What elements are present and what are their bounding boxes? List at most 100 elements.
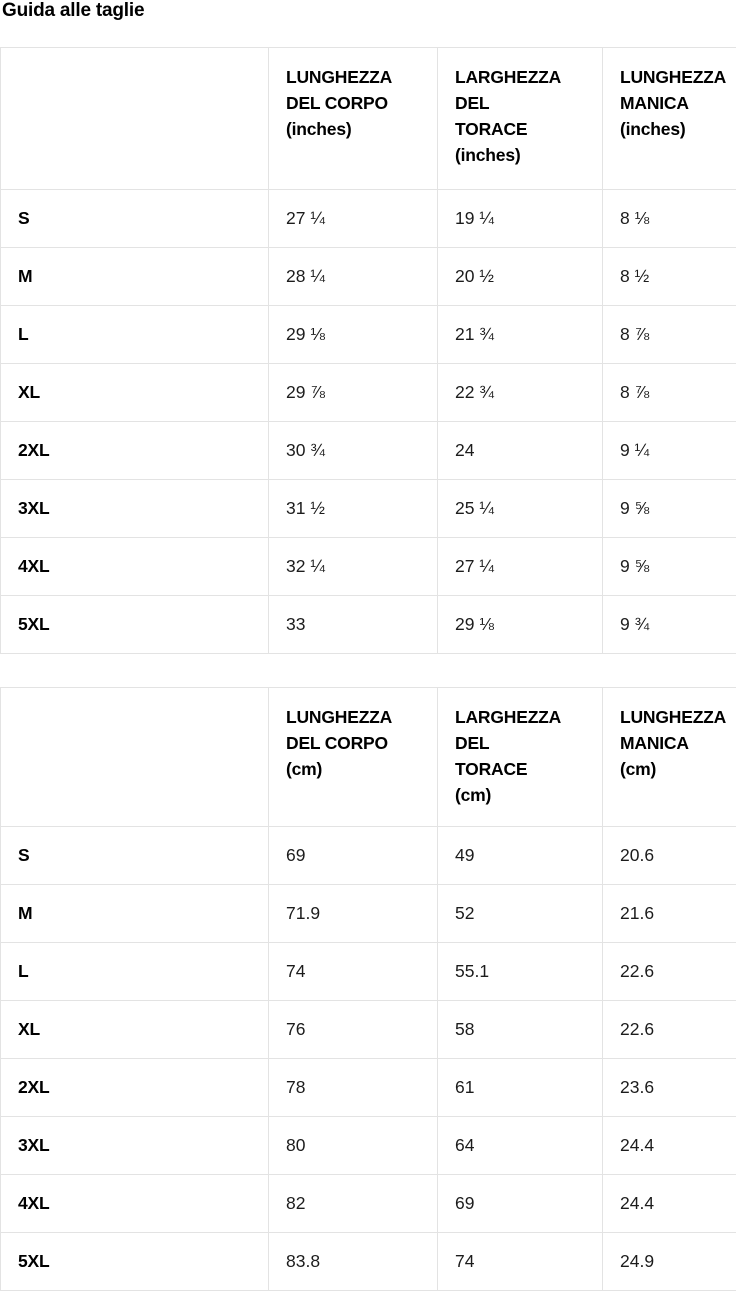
size-table-inches: LUNGHEZZA DEL CORPO (inches) LARGHEZZA DE…	[0, 47, 736, 654]
size-value: 8 ⅞	[602, 305, 736, 364]
table-header: LUNGHEZZA DEL CORPO (cm) LARGHEZZA DEL TO…	[0, 687, 736, 827]
size-value: 52	[437, 884, 603, 943]
size-value: 9 ⅝	[602, 479, 736, 538]
size-table-cm: LUNGHEZZA DEL CORPO (cm) LARGHEZZA DEL TO…	[0, 687, 736, 1291]
table-row: M 71.9 52 21.6	[0, 884, 736, 943]
size-value: 27 ¼	[437, 537, 603, 596]
header-row: LUNGHEZZA DEL CORPO (inches) LARGHEZZA DE…	[0, 47, 736, 190]
column-header: LUNGHEZZA MANICA (cm)	[602, 687, 736, 827]
size-value: 9 ¼	[602, 421, 736, 480]
table-body: S 69 49 20.6 M 71.9 52 21.6 L 74 55.1 22.6 XL 76 58 22.…	[0, 826, 736, 1291]
size-value: 9 ⅝	[602, 537, 736, 596]
size-value: 22.6	[602, 1000, 736, 1059]
size-value: 21 ¾	[437, 305, 603, 364]
table-row: XL 76 58 22.6	[0, 1000, 736, 1059]
table-row: 2XL 30 ¾ 24 9 ¼	[0, 421, 736, 480]
column-header: LARGHEZZA DEL TORACE (inches)	[437, 47, 603, 190]
empty-header-cell	[0, 47, 269, 190]
size-value: 24.9	[602, 1232, 736, 1291]
size-value: 22 ¾	[437, 363, 603, 422]
size-value: 28 ¼	[268, 247, 438, 306]
header-row: LUNGHEZZA DEL CORPO (cm) LARGHEZZA DEL TO…	[0, 687, 736, 827]
table-header: LUNGHEZZA DEL CORPO (inches) LARGHEZZA DE…	[0, 47, 736, 190]
column-header: LUNGHEZZA DEL CORPO (cm)	[268, 687, 438, 827]
size-table-cm-clip: LUNGHEZZA DEL CORPO (cm) LARGHEZZA DEL TO…	[0, 687, 736, 1291]
table-row: 2XL 78 61 23.6	[0, 1058, 736, 1117]
size-label: 3XL	[0, 1116, 269, 1175]
size-value: 74	[437, 1232, 603, 1291]
size-label: 4XL	[0, 537, 269, 596]
size-value: 33	[268, 595, 438, 654]
size-label: S	[0, 189, 269, 248]
size-label: XL	[0, 1000, 269, 1059]
table-row: 4XL 82 69 24.4	[0, 1174, 736, 1233]
size-label: S	[0, 826, 269, 885]
size-label: L	[0, 305, 269, 364]
size-value: 64	[437, 1116, 603, 1175]
size-value: 31 ½	[268, 479, 438, 538]
size-value: 25 ¼	[437, 479, 603, 538]
size-value: 55.1	[437, 942, 603, 1001]
size-label: XL	[0, 363, 269, 422]
size-value: 30 ¾	[268, 421, 438, 480]
size-label: M	[0, 247, 269, 306]
size-label: 5XL	[0, 1232, 269, 1291]
size-value: 69	[268, 826, 438, 885]
size-value: 29 ⅛	[268, 305, 438, 364]
size-value: 83.8	[268, 1232, 438, 1291]
column-header: LUNGHEZZA DEL CORPO (inches)	[268, 47, 438, 190]
size-label: 3XL	[0, 479, 269, 538]
size-value: 29 ⅛	[437, 595, 603, 654]
size-value: 8 ⅛	[602, 189, 736, 248]
size-value: 22.6	[602, 942, 736, 1001]
size-value: 23.6	[602, 1058, 736, 1117]
size-value: 20 ½	[437, 247, 603, 306]
table-row: 3XL 80 64 24.4	[0, 1116, 736, 1175]
size-label: L	[0, 942, 269, 1001]
size-label: M	[0, 884, 269, 943]
size-value: 78	[268, 1058, 438, 1117]
size-value: 82	[268, 1174, 438, 1233]
size-value: 24.4	[602, 1116, 736, 1175]
size-value: 80	[268, 1116, 438, 1175]
table-row: S 69 49 20.6	[0, 826, 736, 885]
size-value: 74	[268, 942, 438, 1001]
table-row: L 74 55.1 22.6	[0, 942, 736, 1001]
size-value: 24.4	[602, 1174, 736, 1233]
size-value: 9 ¾	[602, 595, 736, 654]
size-value: 61	[437, 1058, 603, 1117]
size-value: 20.6	[602, 826, 736, 885]
size-label: 4XL	[0, 1174, 269, 1233]
size-value: 8 ⅞	[602, 363, 736, 422]
size-value: 58	[437, 1000, 603, 1059]
size-value: 24	[437, 421, 603, 480]
size-value: 21.6	[602, 884, 736, 943]
size-value: 69	[437, 1174, 603, 1233]
size-label: 2XL	[0, 1058, 269, 1117]
size-value: 32 ¼	[268, 537, 438, 596]
size-label: 5XL	[0, 595, 269, 654]
empty-header-cell	[0, 687, 269, 827]
size-label: 2XL	[0, 421, 269, 480]
size-value: 19 ¼	[437, 189, 603, 248]
size-value: 49	[437, 826, 603, 885]
column-header: LARGHEZZA DEL TORACE (cm)	[437, 687, 603, 827]
table-row: 5XL 83.8 74 24.9	[0, 1232, 736, 1291]
size-value: 76	[268, 1000, 438, 1059]
size-value: 29 ⅞	[268, 363, 438, 422]
size-value: 27 ¼	[268, 189, 438, 248]
column-header: LUNGHEZZA MANICA (inches)	[602, 47, 736, 190]
size-value: 8 ½	[602, 247, 736, 306]
size-table-inches-clip: LUNGHEZZA DEL CORPO (inches) LARGHEZZA DE…	[0, 47, 736, 654]
page-title: Guida alle taglie	[2, 0, 145, 21]
size-value: 71.9	[268, 884, 438, 943]
